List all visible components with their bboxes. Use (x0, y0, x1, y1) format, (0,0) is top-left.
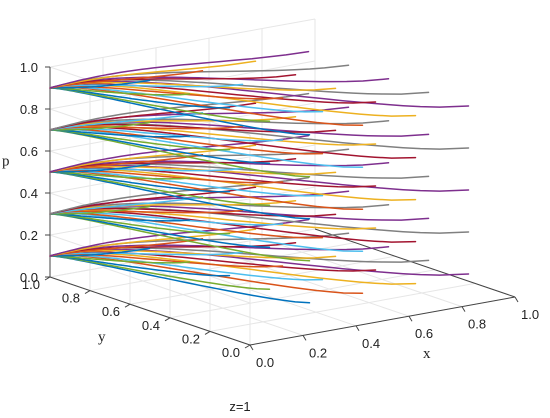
y-tick-label: 0.2 (182, 331, 200, 346)
x-axis-label: x (423, 346, 431, 362)
trajectory-line (49, 154, 204, 173)
y-tick-label: 0.4 (142, 318, 160, 333)
trajectories (49, 50, 470, 304)
x-tick-mark (461, 306, 466, 312)
trajectory-line (49, 121, 151, 131)
x-tick-label: 0.6 (415, 326, 433, 341)
x-tick-label: 0.4 (362, 336, 380, 351)
x-axis-line (249, 296, 516, 346)
floor-grid-line (209, 282, 476, 332)
trajectory-line (49, 238, 204, 257)
z-tick-label: 0.4 (20, 186, 38, 201)
trajectory-line (49, 163, 151, 173)
trajectory-line (49, 102, 257, 131)
floor-grid-line (169, 269, 436, 319)
tick-labels: 0.0 0.0 0.0 0.2 0.2 0.2 0.4 0.4 0.4 0.6 0.6 0.6 0.8 0… (20, 60, 539, 370)
y-tick-label: 0.8 (62, 291, 80, 306)
floor-grid-line (102, 266, 304, 336)
x-tick-mark (302, 335, 307, 341)
back-wall-grid-line (49, 18, 316, 68)
chart-title: z=1 (229, 399, 250, 414)
trajectory-line (49, 205, 151, 215)
trajectory-line (49, 70, 204, 89)
z-tick-label: 1.0 (20, 60, 38, 75)
y-axis-line (49, 276, 251, 346)
y-tick-mark (204, 330, 211, 335)
floor-grid-line (208, 247, 410, 317)
trajectory-line (49, 218, 310, 257)
trajectory-line (49, 176, 310, 215)
x-tick-mark (249, 344, 254, 351)
x-tick-label: 0.2 (309, 345, 327, 360)
y-tick-label: 0.6 (102, 304, 120, 319)
x-tick-mark (514, 296, 519, 303)
trajectory-line (49, 79, 151, 89)
y-tick-mark (44, 276, 51, 281)
z-tick-label: 0.0 (20, 270, 38, 285)
trajectory-line (49, 228, 257, 257)
z-tick-label: 0.2 (20, 228, 38, 243)
trajectory-line (49, 144, 257, 173)
x-tick-label: 1.0 (521, 307, 539, 322)
y-tick-mark (84, 290, 91, 295)
trajectory-line (49, 92, 310, 131)
x-tick-label: 0.8 (468, 317, 486, 332)
x-tick-mark (355, 325, 360, 332)
z-tick-label: 0.8 (20, 102, 38, 117)
x-axis-end-line (314, 228, 516, 298)
y-tick-mark (244, 344, 251, 349)
x-tick-label: 0.0 (256, 355, 274, 370)
y-tick-mark (124, 303, 131, 308)
floor-grid-line (89, 242, 356, 292)
trajectory-line (49, 60, 257, 89)
trajectory-line (49, 134, 310, 173)
y-tick-mark (164, 317, 171, 322)
trajectory-line (49, 247, 151, 257)
z-tick-label: 0.6 (20, 144, 38, 159)
trajectory-line (49, 196, 204, 215)
trajectory-line (49, 50, 310, 89)
floor-grid-line (155, 257, 357, 327)
y-tick-label: 0.0 (222, 345, 240, 360)
floor-grid-line (129, 255, 396, 305)
trajectory-line (49, 186, 257, 215)
y-axis-label: y (98, 330, 106, 346)
x-tick-mark (408, 315, 413, 322)
z-axis-label: p (2, 154, 10, 170)
y-tick-label: 1.0 (22, 277, 40, 292)
trajectory-line (49, 112, 204, 131)
